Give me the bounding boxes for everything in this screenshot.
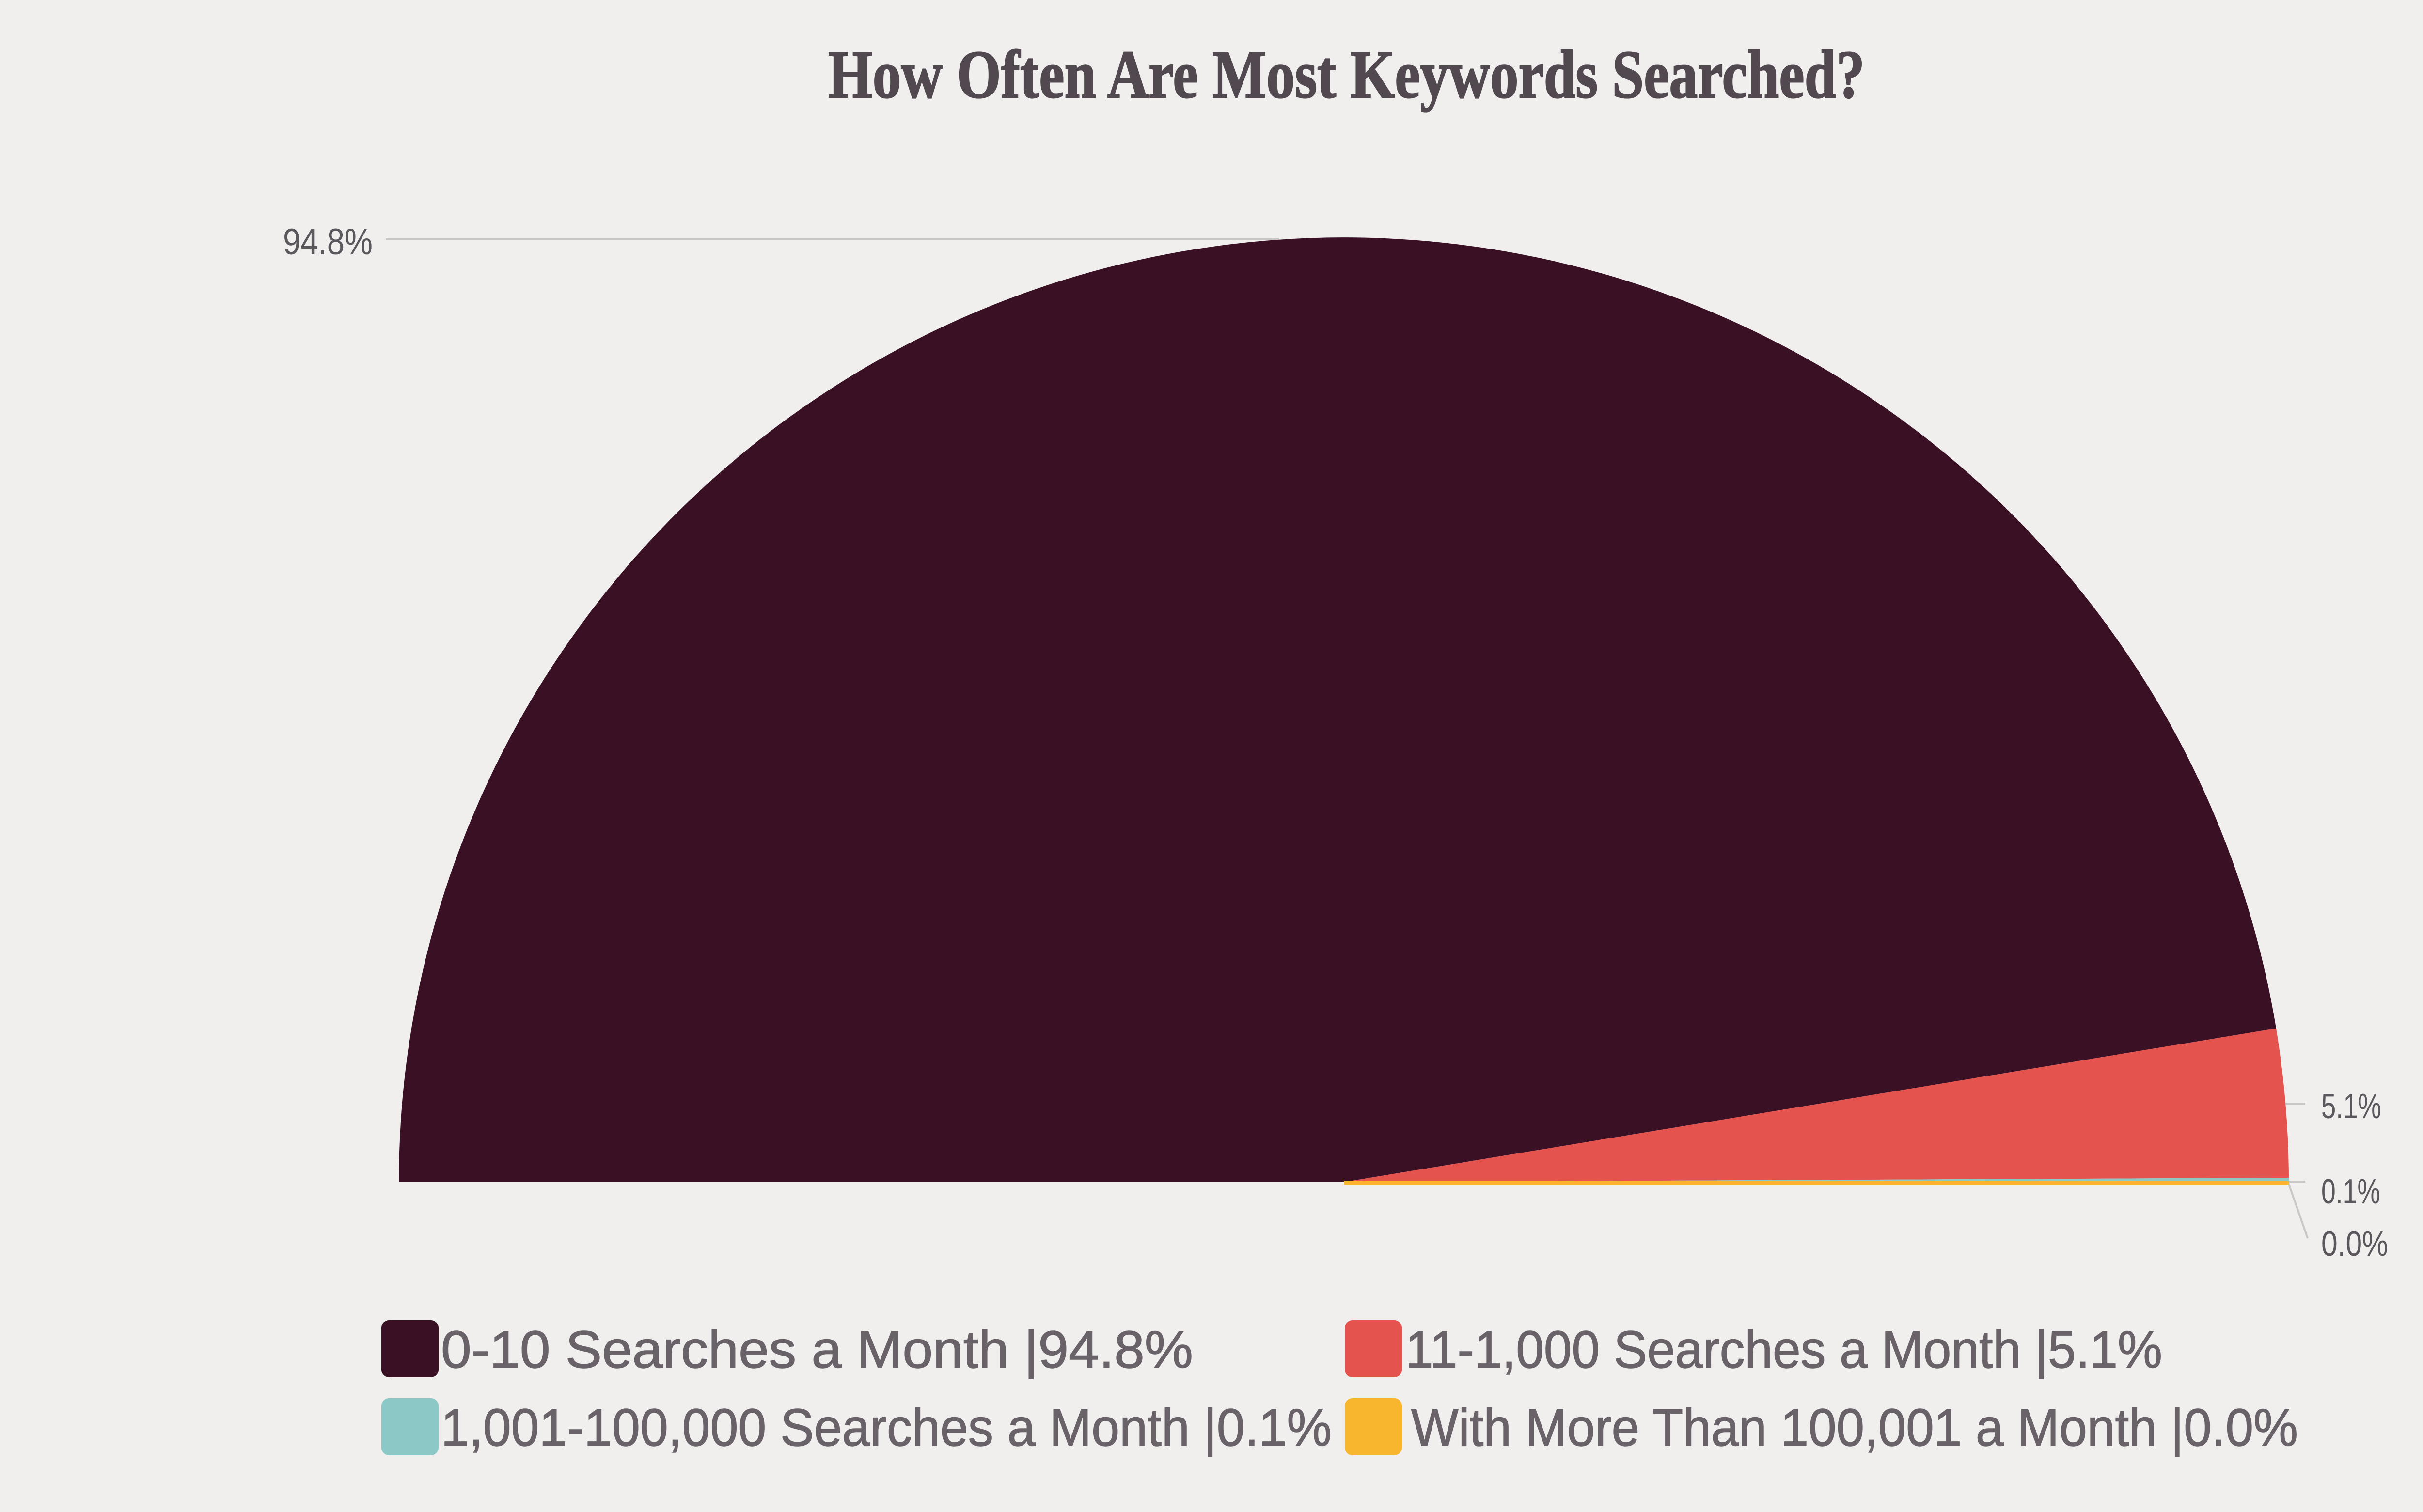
svg-text:0-10 Searches a Month |94.8%: 0-10 Searches a Month |94.8% (441, 1320, 1193, 1379)
svg-text:5.1%: 5.1% (2321, 1087, 2381, 1126)
svg-text:11-1,000 Searches a Month |5.1: 11-1,000 Searches a Month |5.1% (1405, 1320, 2162, 1379)
svg-text:94.8%: 94.8% (283, 221, 373, 263)
svg-text:0.0%: 0.0% (2321, 1225, 2388, 1263)
svg-text:With More Than 100,001 a Month: With More Than 100,001 a Month |0.0% (1411, 1398, 2298, 1457)
svg-text:1,001-100,000 Searches a Month: 1,001-100,000 Searches a Month |0.1% (441, 1398, 1332, 1457)
svg-text:How Often Are Most Keywords Se: How Often Are Most Keywords Searched? (828, 37, 1865, 112)
svg-text:0.1%: 0.1% (2321, 1172, 2380, 1211)
